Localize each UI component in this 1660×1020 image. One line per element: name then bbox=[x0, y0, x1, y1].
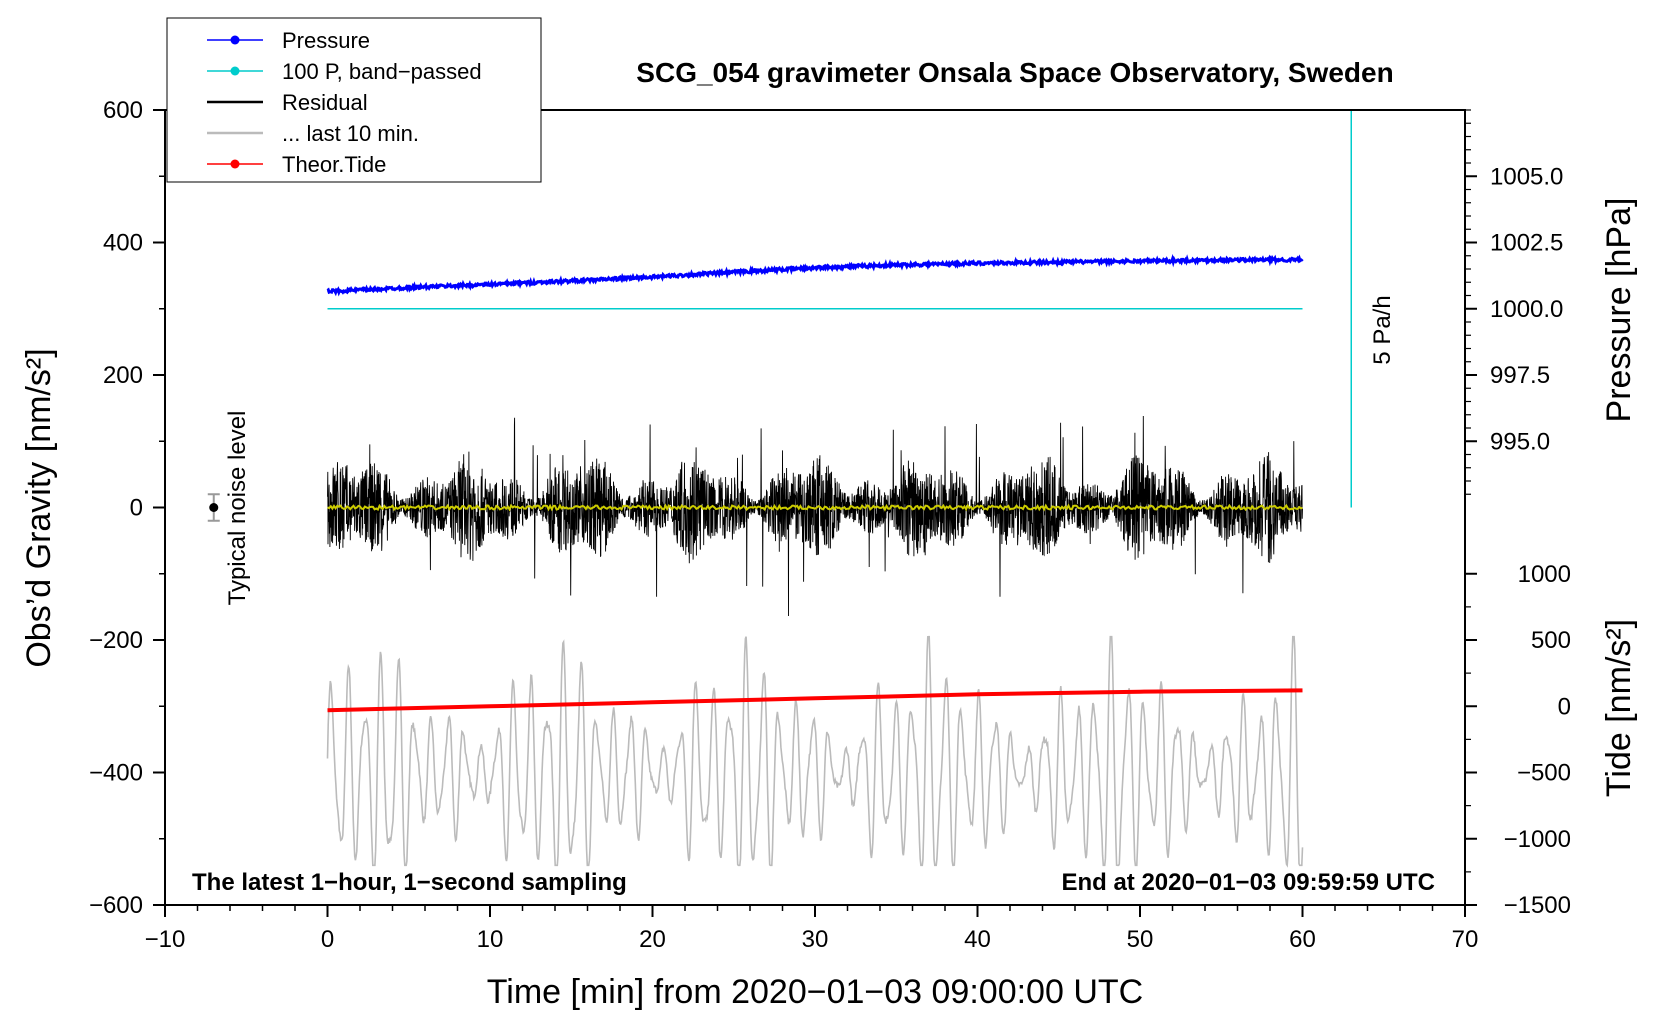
legend-marker bbox=[230, 159, 240, 169]
legend: Pressure 100 P, band−passed Residual ... la… bbox=[166, 17, 542, 183]
y-tick-label: −600 bbox=[89, 892, 143, 919]
y-tick-label: −200 bbox=[89, 627, 143, 654]
series-residual bbox=[327, 415, 1303, 617]
x-tick-label: 50 bbox=[1127, 926, 1154, 953]
tide-tick-label: −1000 bbox=[1504, 826, 1571, 853]
x-tick-label: −10 bbox=[145, 926, 186, 953]
plot-layer bbox=[207, 110, 1352, 868]
legend-marker bbox=[230, 66, 240, 76]
legend-label: Theor.Tide bbox=[282, 152, 386, 177]
pressure-tick-label: 997.5 bbox=[1490, 362, 1550, 389]
x-tick-label: 60 bbox=[1289, 926, 1316, 953]
series-pressure bbox=[326, 253, 1304, 297]
y-tick-label: 0 bbox=[130, 495, 143, 522]
y-tick-label: 600 bbox=[103, 97, 143, 124]
pressure-tick-label: 995.0 bbox=[1490, 428, 1550, 455]
legend-label: Residual bbox=[282, 90, 368, 115]
series-smoothed-residual bbox=[327, 503, 1303, 512]
x-tick-label: 70 bbox=[1452, 926, 1479, 953]
noise-label: Typical noise level bbox=[224, 411, 251, 606]
tide-tick-label: 0 bbox=[1558, 693, 1571, 720]
y-axis-label: Obs’d Gravity [nm/s²] bbox=[20, 348, 58, 667]
legend-label: Pressure bbox=[282, 28, 370, 53]
rate-bar-label: 5 Pa/h bbox=[1369, 295, 1396, 364]
y-axis-pressure: 1005.0 1002.5 1000.0 997.5 995.0 bbox=[1465, 109, 1563, 495]
x-tick-label: 40 bbox=[964, 926, 991, 953]
chart-title: SCG_054 gravimeter Onsala Space Observat… bbox=[636, 57, 1393, 88]
x-axis: −10 0 10 20 30 40 50 60 70 bbox=[145, 905, 1479, 953]
x-tick-label: 10 bbox=[477, 926, 504, 953]
tide-tick-label: 500 bbox=[1531, 627, 1571, 654]
x-tick-label: 30 bbox=[802, 926, 829, 953]
x-axis-label: Time [min] from 2020−01−03 09:00:00 UTC bbox=[487, 973, 1143, 1011]
y-tick-label: 400 bbox=[103, 230, 143, 257]
y-tick-label: 200 bbox=[103, 362, 143, 389]
series-last-10-min bbox=[326, 635, 1304, 868]
tide-axis-label: Tide [nm/s²] bbox=[1600, 619, 1638, 797]
legend-label: ... last 10 min. bbox=[282, 121, 419, 146]
noise-point bbox=[209, 503, 219, 512]
tide-tick-label: −500 bbox=[1517, 760, 1571, 787]
sampling-note: The latest 1−hour, 1−second sampling bbox=[192, 869, 627, 896]
series-theor-tide bbox=[327, 688, 1303, 713]
pressure-tick-label: 1000.0 bbox=[1490, 296, 1563, 323]
y-axis-left: 600 400 200 0 −200 −400 −600 bbox=[89, 97, 165, 919]
tide-tick-label: 1000 bbox=[1518, 561, 1571, 588]
x-tick-label: 0 bbox=[321, 926, 334, 953]
x-tick-label: 20 bbox=[639, 926, 666, 953]
end-time-note: End at 2020−01−03 09:59:59 UTC bbox=[1061, 869, 1435, 896]
pressure-tick-label: 1005.0 bbox=[1490, 163, 1563, 190]
tide-tick-label: −1500 bbox=[1504, 892, 1571, 919]
y-tick-label: −400 bbox=[89, 760, 143, 787]
legend-box bbox=[166, 17, 542, 183]
y-axis-tide: 1000 500 0 −500 −1000 −1500 bbox=[1465, 561, 1571, 919]
legend-label: 100 P, band−passed bbox=[282, 59, 482, 84]
pressure-tick-label: 1002.5 bbox=[1490, 230, 1563, 257]
legend-marker bbox=[230, 35, 240, 45]
pressure-axis-label: Pressure [hPa] bbox=[1600, 198, 1638, 423]
